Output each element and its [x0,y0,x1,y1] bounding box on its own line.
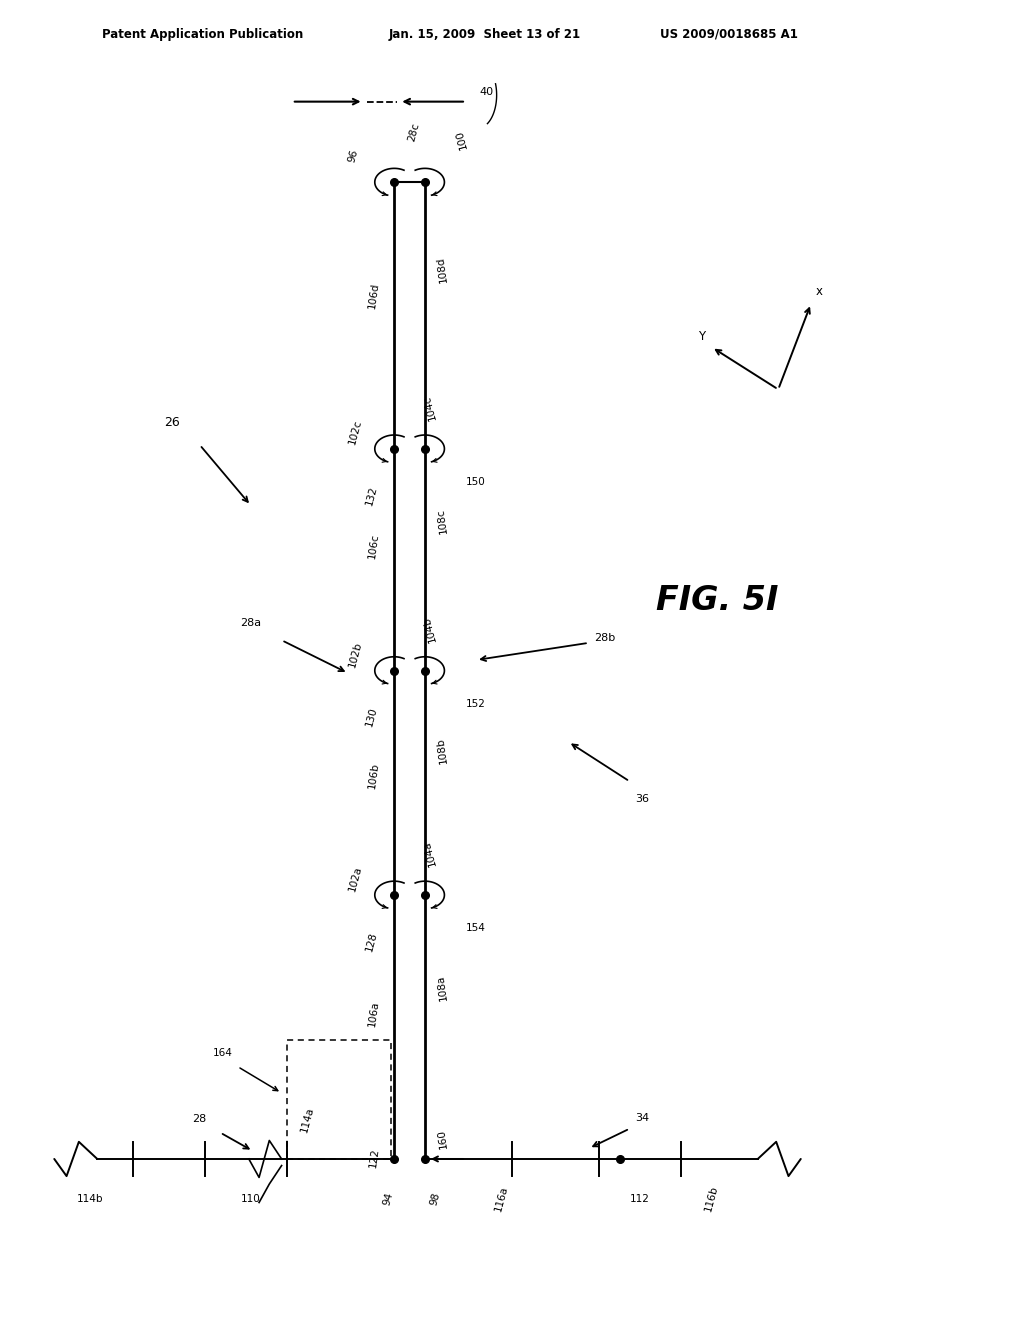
Text: 132: 132 [364,484,379,507]
Text: 28: 28 [193,1114,207,1125]
Text: 122: 122 [368,1147,381,1168]
Text: 28c: 28c [407,121,421,143]
Text: 106c: 106c [368,532,381,560]
Text: 102c: 102c [347,418,364,446]
Text: 116a: 116a [494,1184,510,1213]
Text: 114a: 114a [299,1105,315,1134]
Text: 104c: 104c [422,393,438,421]
Text: 164: 164 [213,1048,233,1059]
Text: 104a: 104a [422,840,438,867]
Text: 160: 160 [435,1129,449,1150]
Text: x: x [816,285,822,298]
Text: 28b: 28b [594,632,615,643]
Text: 28a: 28a [241,618,261,628]
Text: 116b: 116b [703,1184,720,1213]
Text: 102a: 102a [347,865,364,892]
Text: 26: 26 [164,416,180,429]
Text: 100: 100 [454,129,469,150]
Text: 154: 154 [466,923,485,933]
Text: US 2009/0018685 A1: US 2009/0018685 A1 [660,28,799,41]
Text: 104b: 104b [422,615,438,643]
Text: 106b: 106b [368,762,381,789]
Text: 34: 34 [635,1113,649,1123]
Text: 106a: 106a [368,999,381,1027]
Text: 108a: 108a [435,974,449,1002]
Text: 108b: 108b [435,737,449,764]
Text: 112: 112 [630,1193,650,1204]
Text: 110: 110 [241,1193,261,1204]
Text: 96: 96 [347,148,360,164]
Text: Y: Y [698,330,705,343]
Text: 40: 40 [479,87,494,98]
Text: 94: 94 [382,1191,394,1206]
Text: 36: 36 [635,793,649,804]
Text: 128: 128 [364,931,379,953]
Text: FIG. 5I: FIG. 5I [655,583,778,616]
Text: 102b: 102b [347,640,364,668]
Text: 108d: 108d [435,256,449,284]
Text: Jan. 15, 2009  Sheet 13 of 21: Jan. 15, 2009 Sheet 13 of 21 [389,28,582,41]
Text: 150: 150 [466,477,485,487]
Text: 152: 152 [466,698,485,709]
Text: 114b: 114b [77,1193,103,1204]
Text: 106d: 106d [368,281,381,309]
Text: 98: 98 [429,1191,441,1206]
Text: Patent Application Publication: Patent Application Publication [102,28,304,41]
Text: 108c: 108c [435,507,449,535]
Text: 130: 130 [364,706,379,727]
